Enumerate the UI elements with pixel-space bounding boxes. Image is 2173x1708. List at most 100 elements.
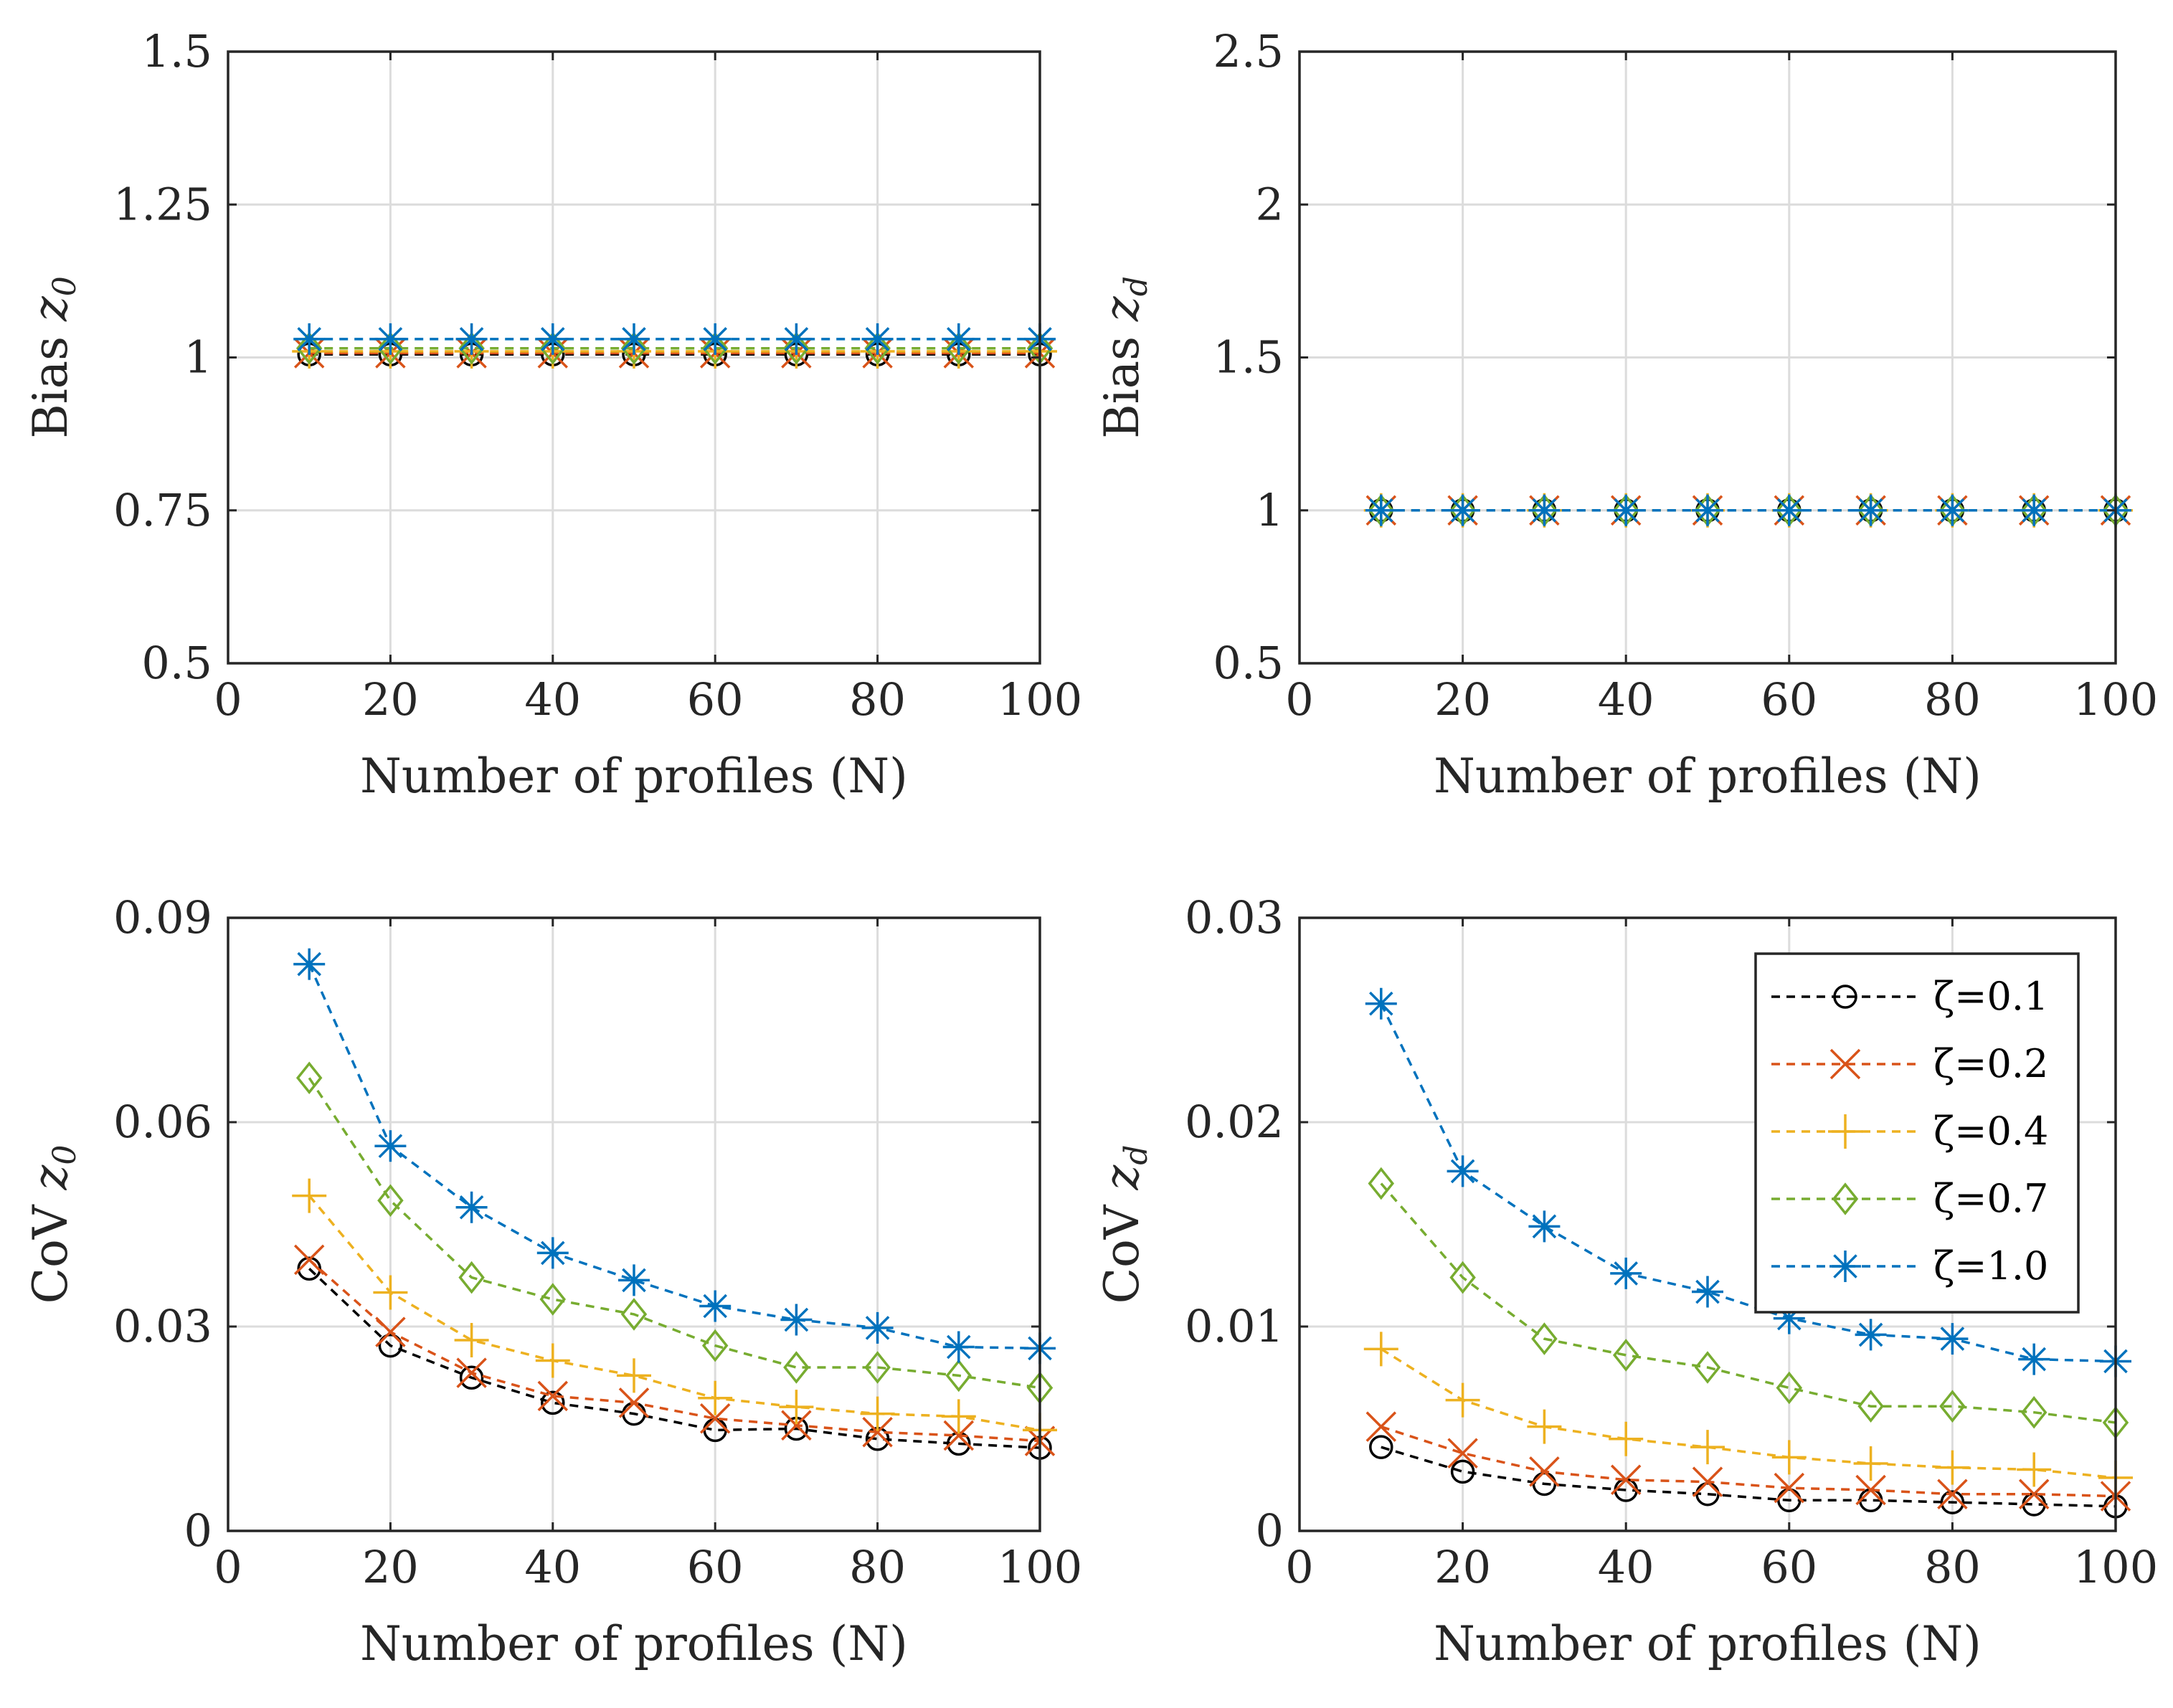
data-point (1531, 1322, 1558, 1355)
y-tick-label: 2.5 (1213, 25, 1284, 77)
y-tick-label: 1.5 (141, 25, 212, 77)
data-point (1857, 1390, 1884, 1423)
x-tick-label: 80 (1924, 673, 1981, 726)
data-point (620, 1298, 648, 1331)
x-tick-label: 40 (1598, 1541, 1654, 1593)
data-point (1773, 494, 1805, 526)
series-line (1380, 1182, 2116, 1424)
data-point (1363, 1332, 1398, 1367)
y-axis-label-var: z (1094, 295, 1150, 322)
legend-label: ζ=0.1 (1933, 974, 2048, 1019)
x-tick-label: 0 (1285, 673, 1313, 726)
series-line (1380, 1347, 2116, 1479)
series-x (1365, 1411, 2131, 1512)
data-point (1529, 1456, 1560, 1487)
data-point (620, 331, 648, 365)
data-point (375, 1316, 406, 1347)
legend-marker (1832, 1182, 1859, 1215)
data-point (864, 331, 891, 365)
data-point (861, 1311, 894, 1344)
data-point (699, 1290, 732, 1322)
data-point (377, 1184, 404, 1218)
y-axis-label-var: z (1094, 1164, 1150, 1191)
y-axis-label: CoV zd (1094, 1145, 1155, 1304)
data-point (293, 948, 326, 980)
data-point (1365, 987, 1397, 1020)
data-point (539, 331, 567, 365)
data-point (455, 1191, 488, 1223)
data-point (1527, 1409, 1562, 1444)
data-point (781, 1410, 812, 1441)
data-point (1528, 494, 1561, 526)
data-point (293, 1244, 325, 1276)
series-line (1381, 1446, 2116, 1508)
legend-marker (1828, 1114, 1862, 1149)
data-point (942, 323, 975, 355)
data-point (1447, 1438, 1478, 1469)
data-point (1855, 1474, 1886, 1506)
legend-label: ζ=0.4 (1933, 1109, 2048, 1154)
data-point (2017, 1452, 2052, 1487)
data-point (2018, 1343, 2050, 1375)
y-axis-label-text: CoV (23, 1190, 78, 1304)
data-point (295, 331, 323, 365)
data-point (699, 323, 732, 355)
y-tick-label: 1 (1256, 484, 1284, 536)
data-point (618, 1264, 650, 1296)
plot-area (228, 918, 1040, 1531)
x-tick-label: 100 (998, 1541, 1082, 1593)
series-line (1380, 1002, 2116, 1363)
y-axis-label-sub: d (1118, 276, 1155, 296)
data-point (1445, 1382, 1480, 1418)
data-point (537, 1380, 569, 1412)
legend-entry: ζ=0.7 (1771, 1176, 2048, 1221)
data-point (1935, 1450, 1970, 1485)
y-tick-label: 1.5 (1213, 331, 1284, 384)
panel-bias-zd: 0 20 40 60 80 100 0.5 1 1.5 2 2.5 Number of profile… (1094, 25, 2158, 804)
y-tick-label: 0.5 (141, 637, 212, 689)
data-point (1610, 1257, 1642, 1289)
data-point (1937, 1479, 1968, 1509)
legend-label: ζ=1.0 (1933, 1243, 2048, 1289)
data-point (618, 323, 650, 355)
axes-frame (1298, 916, 2117, 1532)
legend-marker (1829, 1251, 1861, 1282)
series-diamond (295, 331, 1054, 365)
y-axis-label-sub: 0 (47, 276, 83, 296)
data-point (780, 323, 813, 355)
data-point (941, 1399, 976, 1434)
data-point (454, 1323, 489, 1357)
data-point (1774, 1472, 1805, 1504)
y-tick-label: 0.5 (1213, 637, 1284, 689)
y-tick-label: 1 (184, 331, 212, 384)
series-line (1381, 1425, 2116, 1498)
data-point (378, 1333, 403, 1358)
data-point (374, 1130, 407, 1162)
data-point (1528, 1210, 1561, 1243)
y-tick-label: 1.25 (113, 178, 212, 230)
data-point (1936, 1323, 1969, 1355)
legend-label: ζ=0.7 (1933, 1176, 2048, 1221)
panel-cov-zd: 0 20 40 60 80 100 0 0.01 0.02 0.03 Number of profi… (1094, 891, 2158, 1671)
data-point (295, 1061, 323, 1095)
data-point (780, 1304, 813, 1336)
y-axis-label-var: z (23, 1164, 78, 1190)
data-point (861, 323, 894, 355)
series-line (308, 963, 1041, 1350)
x-tick-label: 100 (2073, 1541, 2158, 1593)
series-diamond (295, 1061, 1054, 1405)
data-point (1692, 1276, 1723, 1308)
data-point (536, 1237, 569, 1269)
data-point (539, 1283, 567, 1316)
legend-entry: ζ=0.2 (1771, 1041, 2048, 1086)
x-tick-label: 40 (524, 673, 581, 726)
data-point (2020, 1395, 2047, 1429)
data-point (459, 1365, 484, 1390)
x-tick-label: 20 (362, 673, 419, 726)
legend-entry: ζ=0.1 (1771, 974, 2048, 1019)
data-point (1365, 494, 1397, 526)
data-point (293, 323, 326, 355)
data-point (1369, 1435, 1393, 1459)
data-point (1940, 1490, 1965, 1514)
data-point (617, 1358, 651, 1393)
